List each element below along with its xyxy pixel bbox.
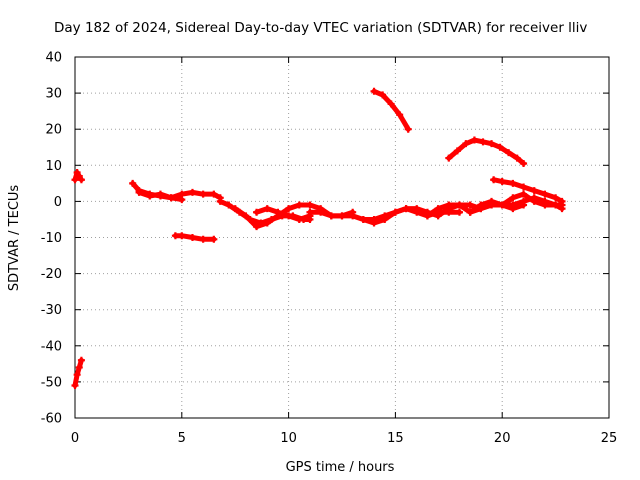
data-series <box>370 87 412 133</box>
y-tick-label: -50 <box>41 375 62 390</box>
x-tick-labels: 0 5 10 15 20 25 <box>71 431 617 446</box>
y-tick-label: -10 <box>41 231 62 246</box>
y-tick-label: 20 <box>45 123 62 138</box>
grid-lines <box>75 57 609 418</box>
data-points <box>71 87 566 390</box>
x-tick-label: 10 <box>280 431 297 446</box>
series-trace <box>254 206 313 222</box>
x-tick-label: 0 <box>71 431 79 446</box>
series-trace <box>491 177 565 204</box>
x-tick-label: 25 <box>601 431 618 446</box>
x-tick-label: 5 <box>178 431 186 446</box>
y-tick-labels: 40 30 20 10 0 -10 -20 -30 -40 -50 -60 <box>41 51 62 427</box>
data-series <box>490 176 566 205</box>
series-trace <box>72 170 84 183</box>
y-tick-label: -20 <box>41 267 62 282</box>
series-trace <box>467 191 565 215</box>
data-series <box>171 232 218 243</box>
y-tick-label: 10 <box>45 159 62 174</box>
series-trace <box>446 137 527 166</box>
data-series <box>71 356 85 390</box>
y-tick-label: 30 <box>45 87 62 102</box>
data-series <box>466 190 566 216</box>
series-trace <box>172 233 217 242</box>
y-tick-label: -60 <box>41 412 62 427</box>
x-tick-label: 20 <box>494 431 511 446</box>
data-series <box>445 136 528 167</box>
data-series <box>253 205 314 223</box>
y-tick-label: -40 <box>41 339 62 354</box>
x-axis-label: GPS time / hours <box>286 460 395 475</box>
axis-ticks <box>74 56 610 419</box>
chart-title: Day 182 of 2024, Sidereal Day-to-day VTE… <box>54 20 587 36</box>
data-series <box>135 188 224 202</box>
y-axis-label: SDTVAR / TECUs <box>7 185 22 292</box>
series-trace <box>72 357 84 389</box>
series-trace <box>136 189 223 201</box>
series-trace <box>371 88 411 132</box>
y-tick-label: -30 <box>41 303 62 318</box>
y-tick-label: 40 <box>45 51 62 66</box>
x-tick-label: 15 <box>387 431 404 446</box>
y-tick-label: 0 <box>54 195 62 210</box>
data-series <box>71 169 85 184</box>
